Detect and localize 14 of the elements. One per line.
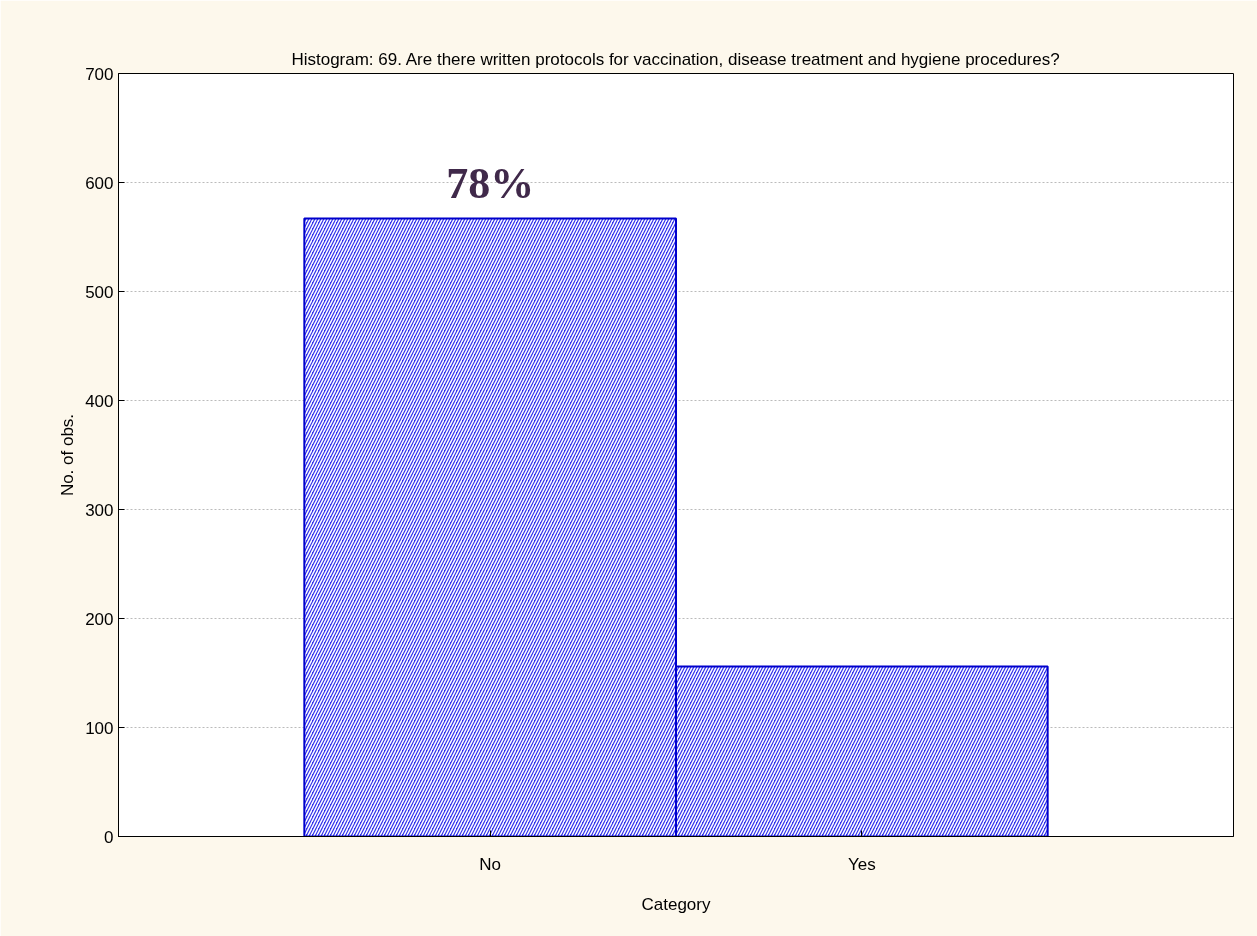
y-tick-label: 0: [104, 827, 114, 847]
y-tick-label: 700: [85, 64, 114, 84]
y-tick-label: 200: [85, 609, 114, 629]
y-tick-label: 300: [85, 500, 114, 520]
x-axis-title: Category: [641, 894, 711, 914]
annotation: 78%: [446, 159, 535, 209]
x-tick-label: No: [479, 854, 502, 874]
y-tick-label: 600: [85, 173, 114, 193]
y-tick-label: 400: [85, 391, 114, 411]
chart-title: Histogram: 69. Are there written protocols for vaccination, disease treatment and hygiene procedures?: [291, 49, 1060, 69]
x-tick-label: Yes: [847, 854, 876, 874]
y-tick-label: 500: [85, 282, 114, 302]
y-axis-title: No. of obs.: [58, 413, 78, 497]
y-tick-label: 100: [85, 718, 114, 738]
